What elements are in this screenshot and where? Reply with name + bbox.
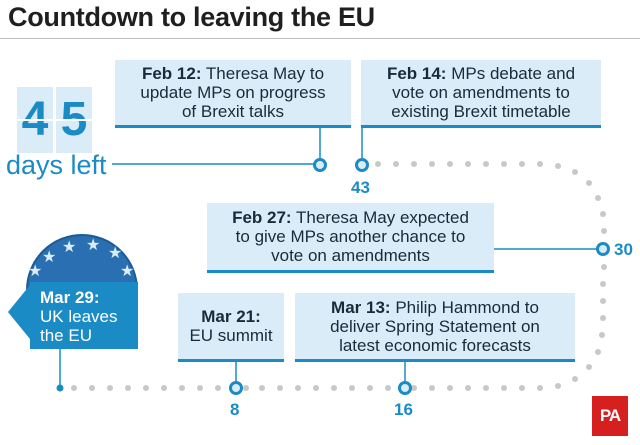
event-feb-12: Feb 12: Theresa May to update MPs on pro…	[115, 60, 351, 128]
arrow-banner	[8, 282, 138, 349]
title-divider	[0, 38, 640, 39]
pa-logo: PA	[592, 396, 628, 436]
event-text: vote on amendments to	[392, 83, 570, 102]
digit-divider	[17, 119, 53, 121]
final-event-label: Mar 29: UK leaves the EU	[40, 288, 160, 345]
svg-text:★: ★	[120, 261, 134, 280]
event-text: the EU	[40, 326, 92, 345]
days-remaining-label: 30	[614, 240, 633, 259]
event-text: deliver Spring Statement on	[330, 316, 540, 336]
svg-text:★: ★	[28, 261, 42, 280]
event-mar-13: Mar 13: Philip Hammond to deliver Spring…	[295, 293, 575, 362]
event-text: UK leaves	[40, 307, 118, 326]
event-date: Feb 27:	[232, 208, 292, 227]
event-text: existing Brexit timetable	[391, 102, 571, 121]
event-date: Mar 29:	[40, 288, 100, 307]
event-date: Mar 13:	[331, 297, 391, 317]
event-date: Mar 21:	[201, 307, 261, 326]
svg-text:★: ★	[62, 237, 76, 256]
event-text: Theresa May expected	[296, 208, 469, 227]
event-feb-27: Feb 27: Theresa May expected to give MPs…	[207, 203, 494, 273]
days-remaining-label: 16	[394, 400, 413, 419]
event-text: of Brexit talks	[181, 102, 285, 121]
event-text: latest economic forecasts	[339, 335, 531, 355]
event-text: MPs debate and	[451, 64, 576, 83]
days-remaining-label: 8	[230, 400, 240, 419]
svg-text:★: ★	[108, 243, 122, 262]
days-remaining-label: 43	[351, 178, 370, 197]
event-text: update MPs on progress	[140, 83, 326, 102]
days-left-label: days left	[6, 150, 107, 180]
event-mar-21: Mar 21: EU summit	[178, 293, 284, 362]
page-title: Countdown to leaving the EU	[8, 2, 375, 32]
event-text: Philip Hammond to	[395, 297, 539, 317]
svg-text:★: ★	[42, 247, 56, 266]
svg-text:★: ★	[86, 235, 100, 254]
timeline-dots	[71, 161, 607, 391]
event-feb-14: Feb 14: MPs debate and vote on amendment…	[361, 60, 601, 128]
event-date: Feb 14:	[386, 64, 447, 83]
event-date: Feb 12:	[141, 64, 202, 83]
event-text: vote on amendments	[271, 246, 430, 265]
event-text: to give MPs another chance to	[235, 227, 466, 246]
event-text: Theresa May to	[205, 64, 325, 83]
digit-divider	[56, 119, 92, 121]
event-text: EU summit	[189, 326, 273, 345]
timeline-markers	[56, 158, 610, 395]
